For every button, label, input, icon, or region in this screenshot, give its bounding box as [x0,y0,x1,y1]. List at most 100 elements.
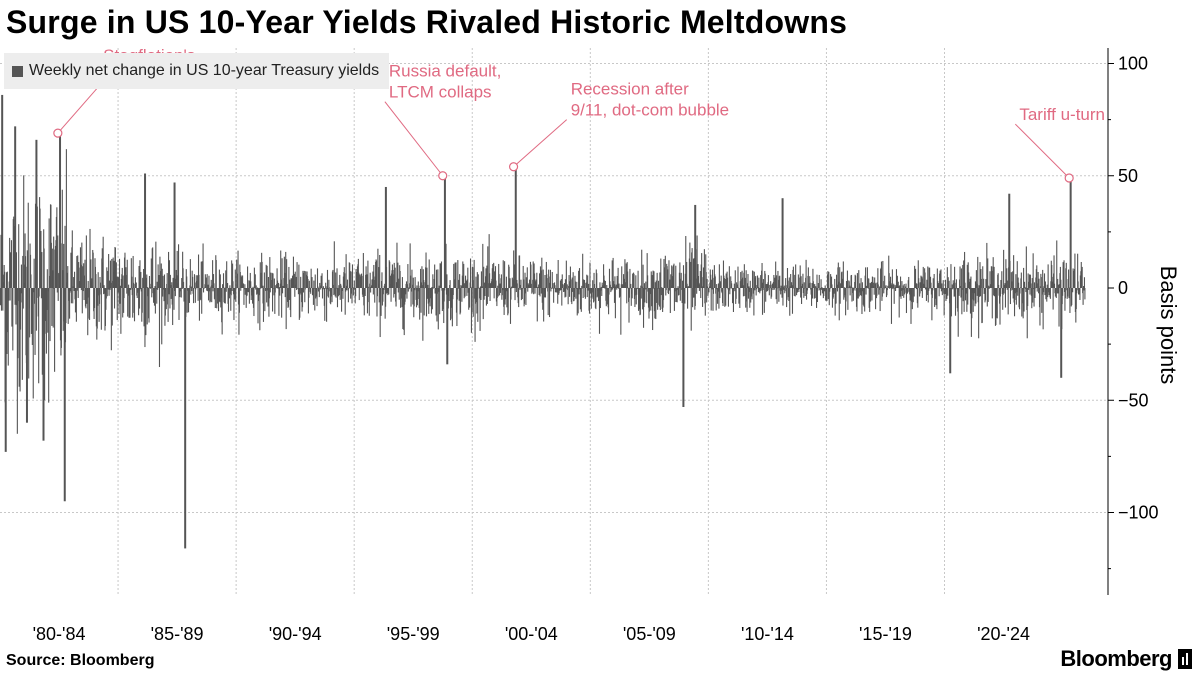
weekly-bar [300,276,302,288]
weekly-bar [485,268,487,288]
weekly-bar [718,264,720,288]
weekly-bar [1025,246,1027,288]
weekly-bar [976,288,978,296]
weekly-bar [485,288,487,306]
weekly-bar [898,286,900,288]
weekly-bar [335,272,337,288]
weekly-bar [338,288,340,296]
weekly-bar [686,283,688,288]
weekly-bar [303,270,305,288]
weekly-bar [655,288,657,320]
weekly-bar [38,288,40,297]
weekly-bar [15,252,17,288]
weekly-bar [330,288,332,305]
weekly-bar [182,268,184,288]
weekly-bar [882,260,884,288]
weekly-bar [207,288,210,301]
weekly-bar [556,273,558,288]
weekly-bar [460,286,462,288]
weekly-bar [532,261,534,288]
weekly-bar [419,288,421,320]
y-tick-label: 50 [1118,166,1138,186]
weekly-bar [958,288,960,296]
weekly-bar [466,288,468,296]
weekly-bar [865,267,867,288]
weekly-bar [350,271,352,288]
weekly-bar [489,283,492,288]
weekly-bar [575,288,577,289]
weekly-bar [434,288,436,294]
weekly-bar [427,284,429,288]
weekly-bar [353,280,355,288]
weekly-bar [567,288,569,305]
weekly-bar [336,288,339,308]
weekly-bar [677,286,679,288]
weekly-bar [998,284,1000,288]
weekly-bar [927,288,929,303]
weekly-bar [246,288,248,296]
weekly-bar [1042,269,1044,288]
weekly-bar [483,266,485,288]
weekly-bar [582,288,584,298]
weekly-bar [432,274,434,288]
weekly-bar [118,277,120,288]
weekly-bar [373,279,375,288]
weekly-bar [828,271,830,288]
weekly-bar [474,288,477,304]
weekly-bar [308,280,310,288]
weekly-bar [394,288,396,295]
weekly-bar [243,288,245,305]
weekly-bar [552,288,554,289]
weekly-bar [680,272,682,288]
weekly-bar [421,266,423,288]
weekly-bar [882,281,884,288]
weekly-bar [263,272,265,288]
weekly-bar [509,278,511,288]
weekly-bar [1067,288,1069,297]
weekly-bar [236,259,238,288]
weekly-bar [148,288,150,323]
weekly-bar [1083,285,1085,288]
weekly-bar [479,286,482,288]
weekly-bar [471,288,473,313]
weekly-bar [83,288,85,301]
weekly-bar [710,274,712,288]
weekly-bar [1012,271,1014,288]
weekly-bar [372,271,374,288]
weekly-bar [493,262,495,288]
weekly-bar [812,268,814,288]
weekly-bar [102,236,104,288]
weekly-bar [811,283,813,288]
weekly-bar [331,288,333,303]
weekly-bar [734,270,736,288]
weekly-bar [789,288,791,316]
weekly-bar [201,288,203,314]
weekly-bar [106,288,108,297]
weekly-bar [634,288,636,296]
weekly-bar [723,278,725,288]
weekly-bar [148,275,151,288]
weekly-bar [813,288,815,299]
weekly-bar [456,288,458,327]
weekly-bar [1036,288,1038,292]
weekly-bar [45,288,47,354]
weekly-bar [271,272,273,288]
weekly-bar [960,268,962,288]
weekly-bar [435,269,438,288]
weekly-bar [960,288,962,298]
spike-bar [1060,288,1063,378]
weekly-bar [420,288,422,313]
weekly-bar [702,267,705,288]
weekly-bar [542,288,544,310]
weekly-bar [712,288,715,294]
weekly-bar [944,279,947,288]
weekly-bar [586,288,588,298]
weekly-bar [123,288,125,299]
weekly-bar [817,288,819,291]
weekly-bar [614,276,616,288]
weekly-bar [890,276,892,288]
weekly-bar [56,288,58,293]
weekly-bar [901,288,903,297]
weekly-bar [1074,253,1076,288]
weekly-bar [85,288,87,309]
